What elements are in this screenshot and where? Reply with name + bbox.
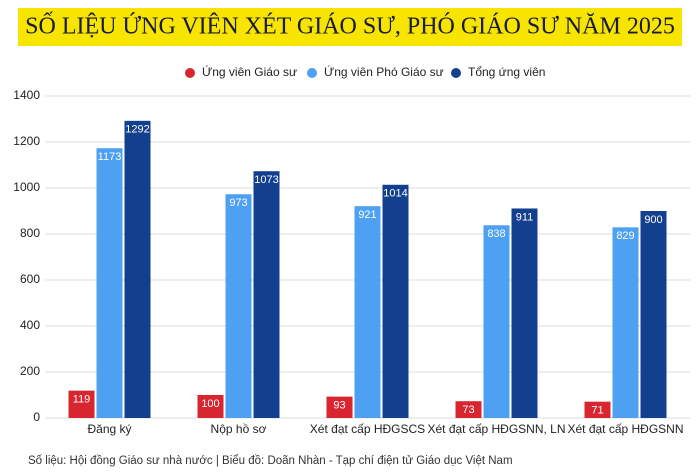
source-note: Số liệu: Hội đồng Giáo sư nhà nước | Biể… (28, 455, 513, 467)
legend-label: Tổng ứng viên (468, 65, 545, 79)
x-tick-label: Nộp hồ sơ (211, 422, 267, 436)
bar (96, 148, 123, 418)
bar (253, 171, 280, 418)
bar (225, 194, 252, 418)
value-label: 1173 (98, 151, 122, 163)
bar (68, 390, 95, 418)
bar (354, 206, 381, 418)
y-tick-label: 400 (20, 318, 40, 332)
title-banner (18, 8, 682, 46)
x-tick-label: Đăng ký (87, 422, 131, 436)
value-label: 911 (516, 211, 534, 223)
bar (584, 401, 611, 418)
value-label: 100 (201, 398, 219, 410)
bar (455, 401, 482, 418)
x-tick-label: Xét đạt cấp HĐGSCS (310, 422, 425, 436)
y-tick-label: 800 (20, 226, 40, 240)
value-label: 838 (487, 228, 505, 240)
bar (612, 227, 639, 418)
value-label: 973 (229, 197, 247, 209)
bar (124, 120, 151, 418)
bar (511, 208, 538, 418)
value-label: 921 (358, 209, 376, 221)
y-tick-label: 1200 (13, 134, 40, 148)
y-tick-label: 200 (20, 364, 40, 378)
value-label: 900 (644, 214, 662, 226)
value-label: 1073 (254, 174, 278, 186)
bar (640, 211, 667, 418)
y-tick-label: 0 (33, 410, 40, 424)
bar (382, 184, 409, 418)
value-label: 119 (73, 394, 91, 406)
legend-label: Ứng viên Giáo sư (202, 64, 297, 79)
legend-swatch (307, 68, 317, 78)
value-label: 1014 (383, 188, 407, 200)
bar (326, 396, 353, 418)
bar (483, 225, 510, 418)
value-label: 1292 (125, 124, 149, 136)
value-label: 71 (591, 405, 603, 417)
y-tick-label: 600 (20, 272, 40, 286)
chart-title: SỐ LIỆU ỨNG VIÊN XÉT GIÁO SƯ, PHÓ GIÁO S… (25, 13, 675, 40)
value-label: 829 (616, 230, 634, 242)
x-tick-label: Xét đạt cấp HĐGSNN, LN (427, 422, 565, 436)
y-tick-label: 1000 (13, 180, 40, 194)
value-label: 73 (462, 404, 474, 416)
bar (197, 395, 224, 418)
y-tick-label: 1400 (13, 88, 40, 102)
legend-swatch (451, 68, 461, 78)
legend-swatch (185, 68, 195, 78)
legend-label: Ứng viên Phó Giáo sư (324, 64, 444, 79)
x-tick-label: Xét đạt cấp HĐGSNN (567, 422, 683, 436)
value-label: 93 (333, 400, 345, 412)
